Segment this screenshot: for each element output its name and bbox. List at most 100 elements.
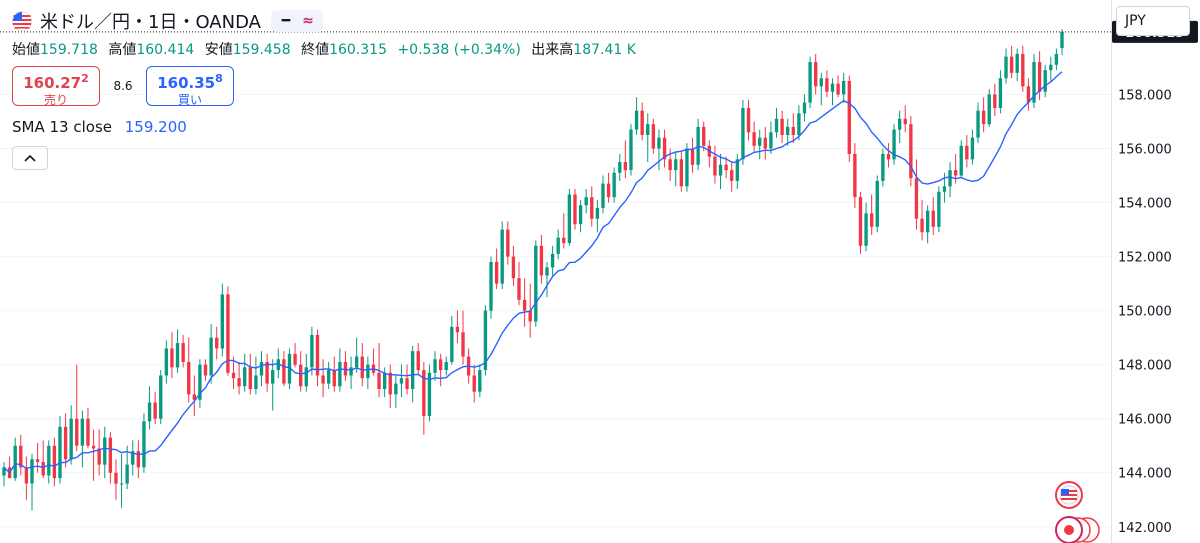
candle [763, 126, 767, 160]
candle [903, 105, 907, 133]
candle-body [774, 118, 779, 133]
candle-body [584, 197, 588, 206]
candle [506, 221, 510, 265]
candle-body [1004, 56, 1008, 79]
candle [595, 199, 600, 233]
candle [881, 148, 885, 187]
candle [271, 359, 275, 411]
candle-body [164, 348, 169, 376]
candle-body [791, 126, 795, 135]
collapse-legend-button[interactable] [12, 146, 48, 170]
candle-body [198, 364, 202, 400]
candle [114, 459, 118, 500]
candle [343, 351, 348, 381]
candle [35, 443, 40, 473]
symbol-title[interactable]: 米ドル／円・1日・OANDA [40, 12, 261, 33]
candle [215, 326, 219, 360]
candle [388, 364, 392, 408]
candle-body [769, 132, 773, 149]
candle-body [63, 426, 68, 460]
status-pill[interactable]: ━ ≈ [270, 10, 323, 32]
candle [444, 356, 448, 376]
chevron-up-icon [24, 154, 36, 162]
candle-body [1032, 62, 1036, 103]
candle-body [1009, 56, 1014, 73]
candle-body [903, 118, 907, 125]
candle [685, 143, 689, 192]
candle-body [970, 137, 975, 160]
candle-body [690, 148, 695, 165]
candle [119, 453, 124, 508]
candle-body [657, 137, 661, 149]
candle [780, 110, 784, 144]
candle-body [472, 375, 476, 392]
candle-body [629, 129, 633, 171]
candle [897, 110, 902, 144]
candle [416, 343, 420, 376]
candle-body [1054, 53, 1059, 65]
candle [1026, 78, 1031, 111]
candle-body [987, 94, 991, 125]
candle-body [1015, 53, 1019, 73]
candle-body [304, 367, 308, 387]
currency-selector[interactable]: JPY [1116, 6, 1190, 36]
candle [354, 337, 359, 373]
candle-body [578, 205, 583, 225]
y-tick-label: 144.000 [1118, 467, 1172, 482]
candle-body [399, 378, 404, 384]
candle-body [808, 62, 812, 103]
candle [651, 118, 656, 154]
candle [427, 364, 432, 422]
candle-body [713, 156, 717, 176]
candle-body [2, 467, 6, 476]
sell-button[interactable]: 160.272 売り [12, 66, 100, 107]
candle [640, 102, 644, 141]
candle-body [1043, 70, 1047, 92]
candle-body [13, 445, 17, 479]
spread-value: 8.6 [113, 79, 133, 93]
close-label: 終値 [301, 42, 330, 58]
candle-body [702, 126, 706, 146]
candle-body [349, 367, 353, 376]
candle-body [976, 110, 980, 138]
candle-body [925, 210, 930, 233]
low-value: 159.458 [232, 42, 291, 58]
y-tick-label: 148.000 [1118, 359, 1172, 374]
candle [80, 410, 85, 468]
candle-body [321, 375, 325, 384]
candle [545, 261, 549, 298]
candle [925, 205, 930, 244]
us-event-marker[interactable] [1055, 481, 1083, 509]
candle [858, 191, 863, 254]
jp-event-marker[interactable] [1055, 516, 1100, 543]
candle [248, 353, 252, 395]
candle-body [752, 132, 756, 146]
candle-body [58, 426, 62, 479]
candle [187, 337, 191, 403]
candle [517, 261, 521, 306]
candle-body [741, 107, 745, 160]
candle-body [724, 164, 728, 171]
us-flag-icon [12, 11, 32, 31]
candle-body [427, 372, 432, 417]
candle-body [802, 102, 807, 114]
candle-body [47, 445, 51, 476]
candle [791, 113, 795, 144]
candle-body [981, 110, 986, 125]
buy-button[interactable]: 160.358 買い [146, 66, 234, 107]
candle [511, 245, 516, 287]
candle [629, 124, 633, 176]
sma-indicator-legend[interactable]: SMA 13 close 159.200 [12, 118, 642, 136]
candle-body [315, 334, 320, 376]
candle-body [814, 62, 818, 87]
candle-body [842, 80, 846, 95]
candle [892, 124, 896, 165]
candle-body [86, 418, 90, 446]
price-axis[interactable]: 142.000 144.000 146.000 148.000 150.000 152.0… [1118, 88, 1172, 535]
candle [1021, 45, 1025, 92]
candle [998, 70, 1003, 114]
candle-body [685, 148, 689, 187]
candle [802, 94, 807, 122]
candle-body [147, 402, 152, 422]
candle [690, 137, 695, 173]
